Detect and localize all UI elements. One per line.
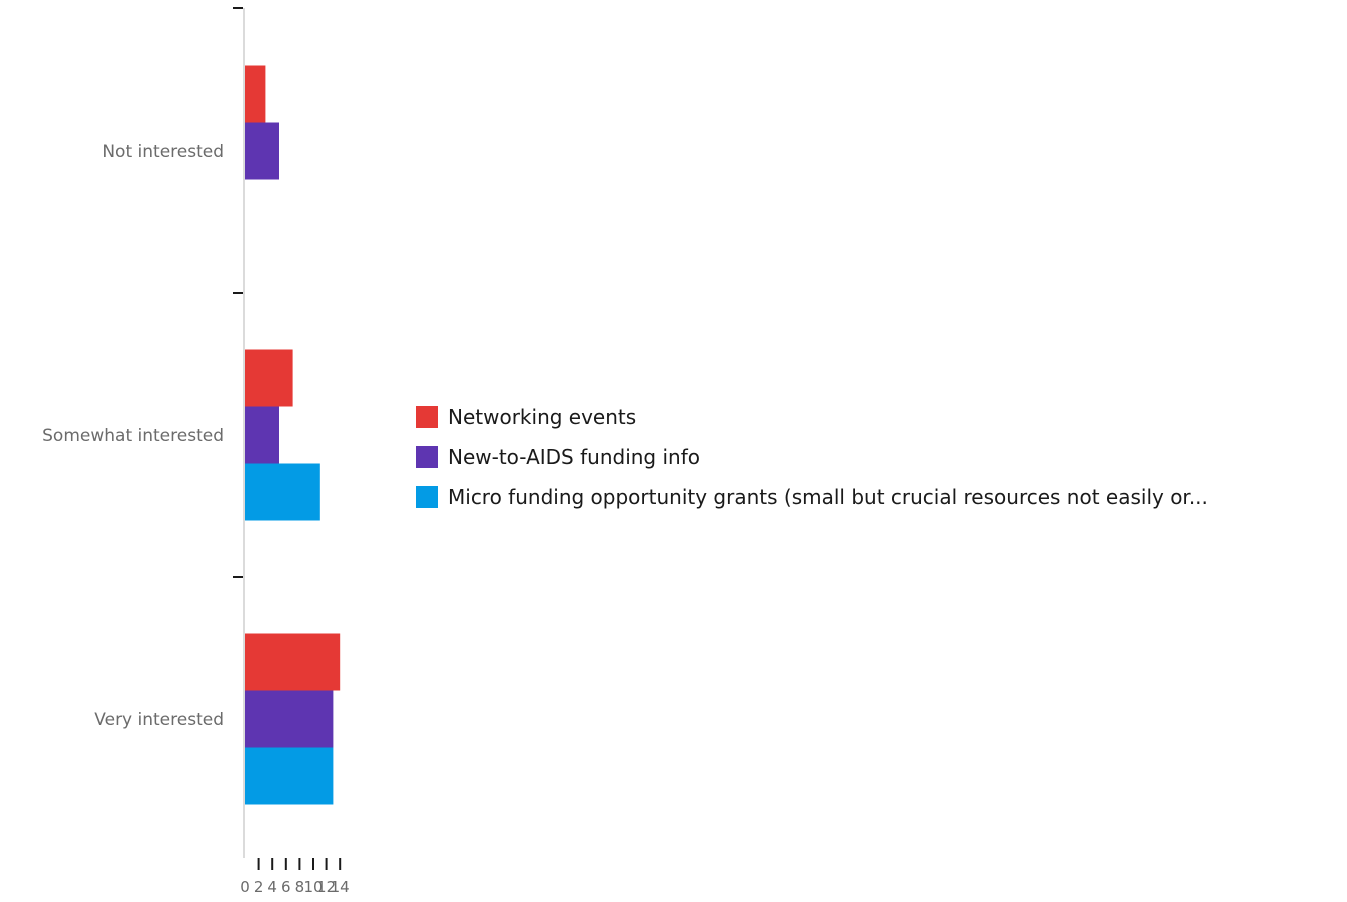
legend-label: Micro funding opportunity grants (small … <box>448 485 1208 509</box>
axes <box>233 7 245 858</box>
x-tick-label: 0 <box>240 878 250 896</box>
x-tick-label: 12 <box>317 878 336 896</box>
category-label: Very interested <box>94 710 224 730</box>
legend-label: Networking events <box>448 405 637 429</box>
x-tick-label: 10 <box>303 878 322 896</box>
category-labels: Not interested Somewhat interested Very in… <box>42 142 224 730</box>
bar-1-1[interactable] <box>245 65 266 123</box>
category-label: Somewhat interested <box>42 426 224 446</box>
legend-item-2[interactable]: New-to-AIDS funding info <box>416 437 1341 477</box>
bar-1-3[interactable] <box>245 633 341 691</box>
category-label: Not interested <box>102 142 224 162</box>
legend-swatch <box>416 406 438 428</box>
legend: Networking events New-to-AIDS funding inf… <box>416 397 1341 517</box>
legend-item-1[interactable]: Networking events <box>416 397 1341 437</box>
x-tick-label: 14 <box>331 878 350 896</box>
legend-label: New-to-AIDS funding info <box>448 445 700 469</box>
x-tick-label: 2 <box>254 878 264 896</box>
bar-3-2[interactable] <box>245 463 320 521</box>
x-tick-label: 4 <box>267 878 277 896</box>
bar-3-3[interactable] <box>245 747 334 805</box>
legend-swatch <box>416 446 438 468</box>
legend-swatch <box>416 486 438 508</box>
bar-2-2[interactable] <box>245 406 279 464</box>
x-tick-label: 8 <box>295 878 305 896</box>
bar-1-2[interactable] <box>245 349 293 407</box>
bar-2-1[interactable] <box>245 122 279 180</box>
x-tick-label: 6 <box>281 878 291 896</box>
legend-item-3[interactable]: Micro funding opportunity grants (small … <box>416 477 1341 517</box>
bars <box>245 65 341 805</box>
bar-2-3[interactable] <box>245 690 334 748</box>
